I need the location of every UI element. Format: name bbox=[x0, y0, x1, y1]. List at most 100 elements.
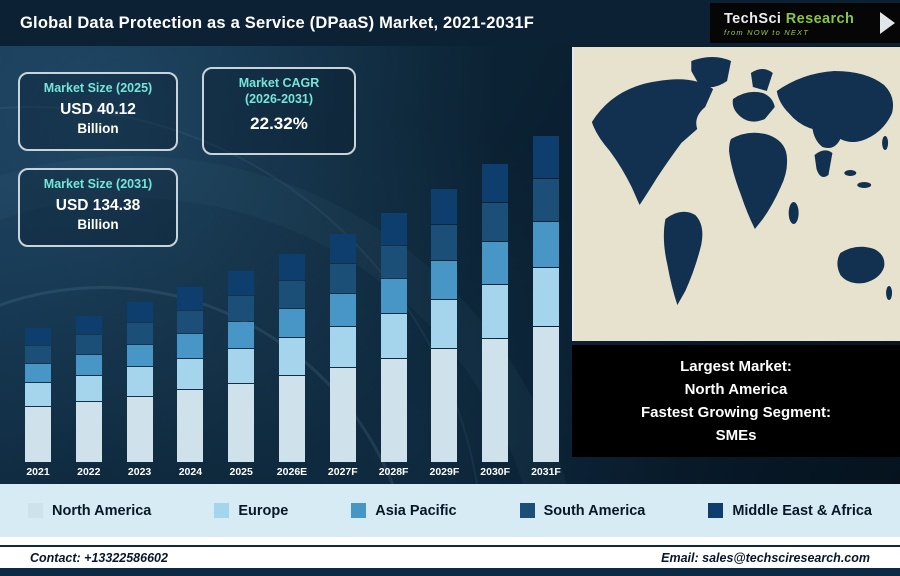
x-axis-label-2030F: 2030F bbox=[480, 466, 511, 478]
bar-segment-asia-pacific bbox=[532, 221, 559, 267]
legend-item-europe: Europe bbox=[214, 503, 288, 519]
legend-swatch bbox=[708, 503, 724, 518]
bar-column-2021 bbox=[16, 328, 60, 462]
market-size-2025-box: Market Size (2025) USD 40.12 Billion bbox=[18, 72, 178, 151]
legend-item-middle-east-africa: Middle East & Africa bbox=[708, 503, 872, 519]
market-size-2031-value: USD 134.38 bbox=[55, 196, 141, 214]
bar-segment-north-america bbox=[482, 338, 509, 462]
bar-segment-south-america bbox=[329, 264, 356, 294]
legend-label: North America bbox=[52, 502, 152, 519]
market-size-2025-label: Market Size (2025) bbox=[43, 81, 153, 95]
header-bar: Global Data Protection as a Service (DPa… bbox=[0, 0, 900, 47]
x-axis-label-2031F: 2031F bbox=[531, 466, 561, 478]
market-size-2031-label: Market Size (2031) bbox=[43, 177, 153, 191]
contact-phone: Contact: +13322586602 bbox=[30, 550, 168, 565]
bar-segment-north-america bbox=[177, 390, 204, 462]
legend-swatch bbox=[214, 503, 230, 518]
bar-segment-north-america bbox=[228, 383, 255, 462]
market-size-2031-unit: Billion bbox=[77, 216, 119, 232]
bar-segment-asia-pacific bbox=[228, 321, 255, 348]
bar-column-2026E bbox=[270, 253, 314, 462]
bar-column-2027F bbox=[321, 233, 365, 462]
bar-2022 bbox=[75, 315, 102, 462]
bar-segment-europe bbox=[380, 313, 407, 358]
techsci-logo: TechSci Research from NOW to NEXT bbox=[710, 3, 900, 43]
bar-column-2023 bbox=[118, 302, 162, 462]
bar-segment-north-america bbox=[25, 407, 51, 462]
cagr-label-line2: (2026-2031) bbox=[244, 91, 314, 106]
legend-label: Asia Pacific bbox=[375, 502, 457, 519]
bar-2023 bbox=[126, 302, 153, 462]
cagr-label-line1: Market CAGR bbox=[238, 76, 320, 90]
logo-arrow-icon bbox=[880, 12, 895, 34]
bar-segment-north-america bbox=[380, 359, 407, 462]
legend-label: Europe bbox=[238, 502, 289, 519]
bar-segment-middle-east-africa bbox=[126, 302, 153, 323]
bar-segment-asia-pacific bbox=[431, 261, 458, 299]
legend-label: South America bbox=[543, 502, 646, 519]
bar-segment-south-america bbox=[431, 225, 458, 261]
bar-segment-europe bbox=[25, 383, 51, 407]
bar-segment-europe bbox=[177, 358, 204, 390]
chart-legend: North America Europe Asia Pacific South Ame… bbox=[0, 484, 900, 537]
largest-market-note: Largest Market: North America Fastest Grow… bbox=[572, 345, 900, 457]
bar-column-2029F bbox=[422, 189, 466, 462]
bar-segment-middle-east-africa bbox=[177, 287, 204, 310]
x-axis-label-2022: 2022 bbox=[77, 466, 101, 478]
legend-swatch bbox=[28, 503, 43, 518]
bar-segment-north-america bbox=[278, 376, 305, 462]
bar-segment-north-america bbox=[75, 402, 102, 462]
market-size-2025-value: USD 40.12 bbox=[60, 100, 136, 118]
footer-bar: Contact: +13322586602 Email: sales@techs… bbox=[0, 545, 900, 568]
bar-2030F bbox=[482, 164, 509, 462]
x-axis-labels: 2021 2022 2023 2024 2025 2026E 2027F 2028F 2029F… bbox=[16, 466, 568, 478]
x-axis-label-2026E: 2026E bbox=[276, 466, 308, 478]
bar-2027F bbox=[329, 233, 356, 462]
x-axis-label-2029F: 2029F bbox=[429, 466, 460, 478]
market-cagr-label: Market CAGR (2026-2031) bbox=[212, 76, 346, 107]
bar-2026E bbox=[278, 253, 305, 462]
page-title: Global Data Protection as a Service (DPa… bbox=[20, 14, 535, 32]
x-axis-label-2027F: 2027F bbox=[327, 466, 358, 478]
bar-segment-south-america bbox=[532, 178, 559, 221]
market-size-2031-box: Market Size (2031) USD 134.38 Billion bbox=[18, 168, 178, 247]
bar-segment-asia-pacific bbox=[25, 363, 51, 383]
bar-2031F bbox=[532, 135, 559, 462]
legend-swatch bbox=[519, 503, 535, 518]
bar-2028F bbox=[380, 212, 407, 462]
bar-segment-europe bbox=[532, 267, 559, 326]
market-size-2025-unit: Billion bbox=[77, 120, 119, 136]
note-line: Largest Market: bbox=[680, 357, 792, 375]
bar-segment-north-america bbox=[532, 326, 559, 462]
bar-segment-south-america bbox=[228, 296, 255, 321]
note-line: Fastest Growing Segment: bbox=[640, 404, 832, 421]
bar-segment-europe bbox=[75, 375, 102, 402]
stacked-bar-chart bbox=[16, 127, 568, 462]
bottom-accent-bar bbox=[0, 568, 900, 576]
x-axis-label-2023: 2023 bbox=[127, 466, 152, 478]
bar-segment-south-america bbox=[126, 323, 153, 344]
bar-segment-middle-east-africa bbox=[482, 164, 509, 203]
bar-segment-europe bbox=[329, 326, 356, 367]
bar-segment-middle-east-africa bbox=[278, 253, 305, 281]
bar-segment-middle-east-africa bbox=[75, 315, 102, 335]
bar-segment-asia-pacific bbox=[75, 354, 102, 375]
bar-segment-south-america bbox=[482, 203, 509, 242]
world-map bbox=[572, 47, 900, 341]
bar-segment-asia-pacific bbox=[278, 308, 305, 338]
market-cagr-value: 22.32% bbox=[250, 114, 308, 134]
bar-column-2022 bbox=[67, 315, 111, 462]
bar-segment-asia-pacific bbox=[482, 242, 509, 284]
bar-segment-middle-east-africa bbox=[329, 233, 356, 264]
bar-segment-europe bbox=[228, 348, 255, 383]
bar-segment-south-america bbox=[177, 310, 204, 333]
bar-column-2031F bbox=[524, 135, 568, 462]
bar-column-2025 bbox=[219, 271, 263, 462]
contact-email: Email: sales@techsciresearch.com bbox=[661, 550, 870, 565]
legend-swatch bbox=[351, 503, 367, 518]
x-axis-label-2024: 2024 bbox=[178, 466, 203, 478]
bar-column-2030F bbox=[473, 164, 517, 462]
bar-segment-north-america bbox=[126, 396, 153, 462]
bar-column-2024 bbox=[168, 287, 212, 462]
note-line: SMEs bbox=[715, 427, 757, 445]
